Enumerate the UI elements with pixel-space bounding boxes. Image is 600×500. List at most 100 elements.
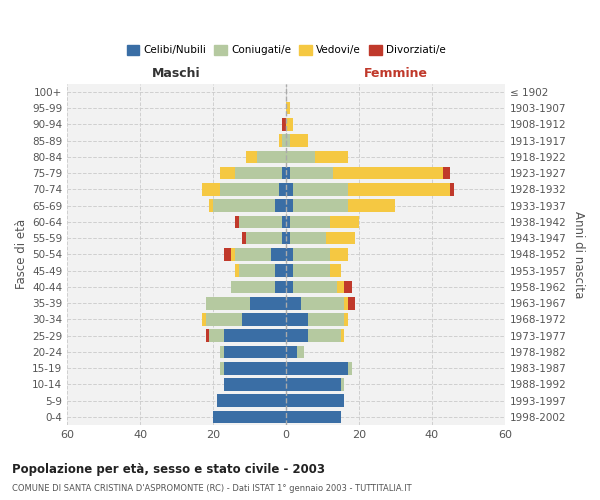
Bar (348, 297, 355, 310)
Bar (286, 216, 290, 228)
Bar (286, 280, 293, 293)
Bar (202, 313, 206, 326)
Text: Popolazione per età, sesso e stato civile - 2003: Popolazione per età, sesso e stato civil… (12, 462, 325, 475)
Bar (232, 248, 235, 261)
Bar (283, 216, 286, 228)
Y-axis label: Fasce di età: Fasce di età (15, 220, 28, 290)
Bar (283, 134, 286, 147)
Bar (246, 150, 257, 163)
Bar (202, 183, 220, 196)
Bar (293, 183, 348, 196)
Bar (239, 264, 275, 277)
Bar (290, 167, 334, 179)
Bar (348, 200, 395, 212)
Bar (239, 216, 283, 228)
Bar (308, 313, 344, 326)
Bar (283, 118, 286, 130)
Bar (286, 134, 290, 147)
Bar (341, 330, 344, 342)
Bar (450, 183, 454, 196)
Bar (235, 248, 271, 261)
Bar (271, 248, 286, 261)
Bar (275, 280, 286, 293)
Bar (209, 330, 224, 342)
Bar (330, 248, 348, 261)
Bar (250, 297, 286, 310)
Bar (286, 410, 341, 424)
Bar (290, 216, 330, 228)
Bar (224, 248, 232, 261)
Bar (235, 264, 239, 277)
Bar (286, 394, 344, 407)
Bar (224, 330, 286, 342)
Bar (297, 346, 304, 358)
Bar (286, 248, 293, 261)
Bar (220, 167, 235, 179)
Bar (286, 118, 293, 130)
Bar (330, 216, 359, 228)
Bar (293, 280, 337, 293)
Bar (217, 394, 286, 407)
Bar (242, 313, 286, 326)
Bar (286, 150, 315, 163)
Bar (286, 330, 308, 342)
Bar (286, 362, 348, 374)
Bar (235, 167, 283, 179)
Bar (213, 200, 275, 212)
Legend: Celibi/Nubili, Coniugati/e, Vedovi/e, Divorziati/e: Celibi/Nubili, Coniugati/e, Vedovi/e, Di… (122, 41, 450, 60)
Bar (290, 134, 308, 147)
Bar (224, 346, 286, 358)
Bar (283, 232, 286, 244)
Bar (279, 183, 286, 196)
Bar (209, 200, 213, 212)
Bar (286, 183, 293, 196)
Bar (330, 264, 341, 277)
Bar (286, 378, 341, 391)
Bar (334, 167, 443, 179)
Bar (286, 167, 290, 179)
Bar (344, 280, 352, 293)
Bar (326, 232, 355, 244)
Bar (220, 183, 279, 196)
Bar (293, 248, 330, 261)
Bar (206, 330, 209, 342)
Bar (220, 362, 224, 374)
Y-axis label: Anni di nascita: Anni di nascita (572, 210, 585, 298)
Bar (290, 232, 326, 244)
Bar (308, 330, 341, 342)
Bar (344, 297, 348, 310)
Bar (286, 232, 290, 244)
Bar (341, 378, 344, 391)
Bar (286, 313, 308, 326)
Bar (224, 378, 286, 391)
Bar (315, 150, 348, 163)
Bar (257, 150, 286, 163)
Bar (275, 264, 286, 277)
Bar (206, 313, 242, 326)
Bar (293, 264, 330, 277)
Bar (348, 183, 450, 196)
Bar (235, 216, 239, 228)
Bar (206, 297, 250, 310)
Bar (286, 200, 293, 212)
Bar (286, 264, 293, 277)
Bar (246, 232, 283, 244)
Text: COMUNE DI SANTA CRISTINA D'ASPROMONTE (RC) - Dati ISTAT 1° gennaio 2003 - TUTTIT: COMUNE DI SANTA CRISTINA D'ASPROMONTE (R… (12, 484, 412, 493)
Bar (220, 346, 224, 358)
Bar (232, 280, 275, 293)
Bar (443, 167, 450, 179)
Bar (283, 167, 286, 179)
Bar (286, 346, 297, 358)
Bar (286, 297, 301, 310)
Bar (348, 362, 352, 374)
Text: Maschi: Maschi (152, 68, 201, 80)
Bar (224, 362, 286, 374)
Bar (293, 200, 348, 212)
Bar (279, 134, 283, 147)
Text: Femmine: Femmine (364, 68, 427, 80)
Bar (344, 313, 348, 326)
Bar (275, 200, 286, 212)
Bar (242, 232, 246, 244)
Bar (286, 102, 290, 114)
Bar (301, 297, 344, 310)
